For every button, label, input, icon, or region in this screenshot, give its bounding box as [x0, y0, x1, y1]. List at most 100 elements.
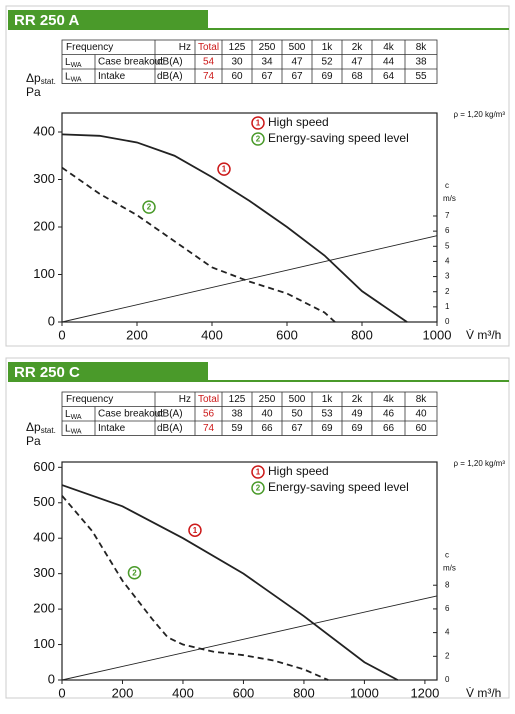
table-value: 40 [261, 408, 273, 419]
table-value: 67 [291, 423, 303, 434]
y-tick-label: 0 [48, 671, 55, 686]
curve-badge-label: 2 [147, 203, 152, 212]
y2-tick-label: 0 [445, 675, 450, 684]
y-axis-unit: Pa [26, 434, 41, 448]
curve-badge [217, 162, 231, 176]
x-tick-label: 1200 [410, 685, 439, 700]
text-part: L [65, 423, 71, 434]
x-tick-label: 400 [201, 327, 223, 342]
table-header: 2k [352, 394, 364, 405]
table-value: 44 [383, 56, 395, 67]
text-part: L [65, 71, 71, 82]
table-value: 64 [383, 71, 395, 82]
table-symbol: LWA [65, 423, 82, 435]
panel-title: RR 250 C [14, 364, 80, 381]
table-header: 250 [259, 394, 276, 405]
table-header: 8k [416, 394, 428, 405]
panel-border [5, 5, 510, 347]
table-header: Frequency [66, 394, 113, 405]
table-header: Total [198, 42, 219, 53]
y2-tick-label: 6 [445, 604, 450, 613]
x-tick-label: 800 [293, 685, 315, 700]
table-value: 30 [231, 56, 243, 67]
y2-tick-label: 4 [445, 257, 450, 266]
y2-tick-label: 4 [445, 628, 450, 637]
plot-frame [61, 112, 438, 323]
y-tick-label: 300 [33, 565, 55, 580]
table-header: 4k [383, 42, 395, 53]
title-bar [8, 10, 208, 30]
x-tick-label: 600 [276, 327, 298, 342]
density-note: ρ = 1,20 kg/m³ [454, 459, 506, 468]
table-header: 500 [289, 394, 306, 405]
text-part: WA [71, 76, 82, 83]
y-tick-label: 200 [33, 218, 55, 233]
table-value: 66 [383, 423, 395, 434]
y2-axis-label: c [445, 181, 449, 190]
table-header: 1k [322, 42, 334, 53]
table-value: 69 [321, 71, 333, 82]
table-header: Total [198, 394, 219, 405]
x-tick-label: 1000 [350, 685, 379, 700]
plot-frame [61, 461, 438, 681]
x-tick-label: 600 [233, 685, 255, 700]
text-part: L [65, 408, 71, 419]
table-value: 38 [415, 56, 427, 67]
curve-badge-label: 1 [193, 526, 198, 535]
table-value: 46 [383, 408, 395, 419]
y2-tick-label: 1 [445, 302, 450, 311]
density-note: ρ = 1,20 kg/m³ [454, 110, 506, 119]
table-label: Case breakout [98, 56, 163, 67]
x-tick-label: 200 [112, 685, 134, 700]
text-part: Δp [26, 71, 41, 85]
y2-tick-label: 5 [445, 241, 450, 250]
table-value: 66 [261, 423, 273, 434]
text-part: WA [71, 428, 82, 435]
table-value: 74 [203, 423, 215, 434]
x-tick-label: 800 [351, 327, 373, 342]
y-axis-label: Δpstat. [26, 71, 56, 86]
curve-badge-label: 1 [222, 165, 227, 174]
series-line [61, 484, 399, 681]
legend-label: High speed [268, 115, 329, 129]
text-part: L [65, 56, 71, 67]
y2-axis-unit: m/s [443, 563, 456, 572]
table-value: 67 [291, 71, 303, 82]
y-tick-label: 0 [48, 313, 55, 328]
legend-badge-label: 1 [256, 119, 261, 128]
legend-label: Energy-saving speed level [268, 131, 409, 145]
y2-tick-label: 2 [445, 651, 450, 660]
table-header: 2k [352, 42, 364, 53]
table-label: Intake [98, 71, 126, 82]
table-value: 69 [351, 423, 363, 434]
table-value: 60 [231, 71, 243, 82]
table-value: 60 [415, 423, 427, 434]
table-value: 49 [351, 408, 363, 419]
legend-label: High speed [268, 464, 329, 478]
x-axis-label: V̇ m³/h [466, 686, 501, 700]
curve-badge-label: 2 [132, 568, 137, 577]
text-part: WA [71, 62, 82, 69]
table-header: Frequency [66, 42, 113, 53]
table-header: Hz [179, 42, 191, 53]
table-unit: dB(A) [157, 423, 183, 434]
table-border [61, 39, 438, 84]
table-value: 59 [231, 423, 243, 434]
table-value: 69 [321, 423, 333, 434]
series-line [61, 133, 408, 323]
panel-title: RR 250 A [14, 12, 79, 29]
y-axis-label: Δpstat. [26, 420, 56, 435]
y2-tick-label: 0 [445, 317, 450, 326]
table-symbol: LWA [65, 408, 82, 420]
series-line [61, 595, 438, 681]
y2-tick-label: 7 [445, 211, 450, 220]
table-header: 125 [229, 394, 246, 405]
table-header: 250 [259, 42, 276, 53]
series-line [61, 235, 438, 323]
text-part: Δp [26, 420, 41, 434]
table-value: 68 [351, 71, 363, 82]
table-value: 74 [203, 71, 215, 82]
table-border [61, 391, 438, 436]
